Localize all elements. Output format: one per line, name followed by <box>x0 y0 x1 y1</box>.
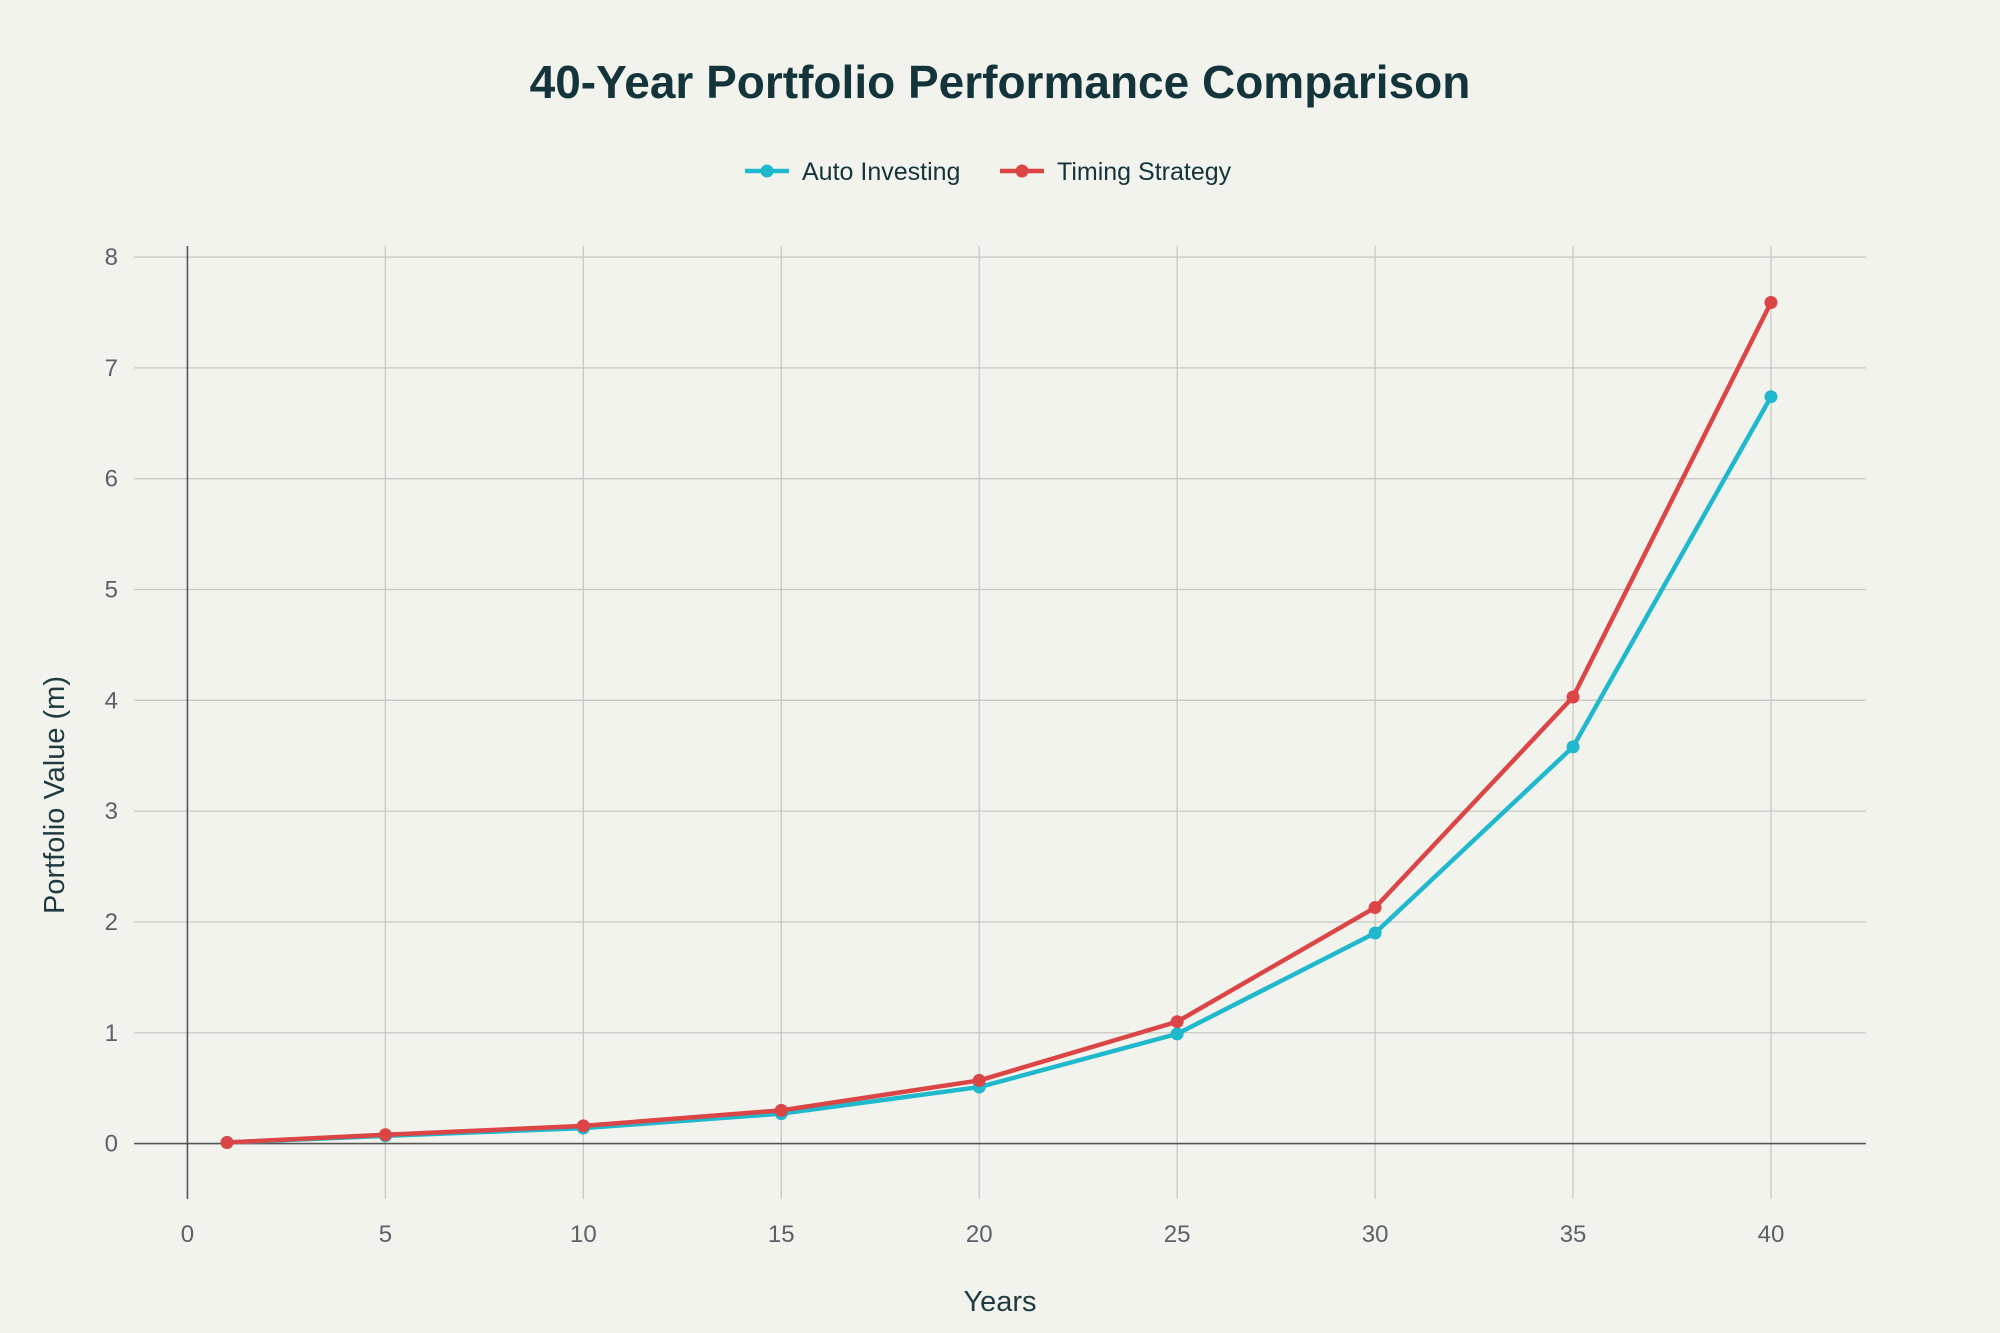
x-tick-label: 30 <box>1362 1221 1389 1248</box>
data-point <box>378 1128 392 1142</box>
series-group <box>220 296 1778 1149</box>
grid <box>134 246 1866 1199</box>
y-tick-label: 6 <box>105 466 118 493</box>
chart-title: 40-Year Portfolio Performance Comparison <box>530 56 1471 108</box>
y-tick-label: 7 <box>105 355 118 382</box>
legend-label: Auto Investing <box>802 158 960 186</box>
y-tick-label: 3 <box>105 798 118 825</box>
x-tick-label: 35 <box>1560 1221 1587 1248</box>
data-point <box>1170 1015 1184 1029</box>
y-tick-label: 1 <box>105 1020 118 1047</box>
y-tick-label: 0 <box>105 1131 118 1158</box>
series-line-1 <box>226 301 1773 1145</box>
axes: 0 5 10 15 20 25 30 35 40 0 1 2 3 4 5 6 7 8 <box>105 244 1866 1248</box>
legend: Auto Investing Timing Strategy <box>745 158 1232 186</box>
y-axis-title: Portfolio Value (m) <box>39 676 71 914</box>
x-tick-label: 0 <box>181 1221 194 1248</box>
data-point <box>576 1119 590 1133</box>
data-point <box>1764 390 1778 404</box>
y-tick-label: 8 <box>105 244 118 271</box>
data-point <box>774 1103 788 1117</box>
data-point <box>1764 296 1778 310</box>
x-tick-label: 25 <box>1164 1221 1191 1248</box>
data-point <box>1566 740 1580 754</box>
data-point <box>1566 690 1580 704</box>
data-point <box>972 1073 986 1087</box>
x-tick-label: 20 <box>966 1221 993 1248</box>
y-tick-label: 2 <box>105 909 118 936</box>
x-tick-label: 15 <box>768 1221 795 1248</box>
x-tick-label: 5 <box>379 1221 392 1248</box>
y-tick-label: 5 <box>105 577 118 604</box>
y-tick-label: 4 <box>105 687 118 714</box>
data-point <box>220 1135 234 1149</box>
legend-marker-icon <box>760 164 774 178</box>
data-point <box>1170 1027 1184 1041</box>
data-point <box>1368 926 1382 940</box>
x-tick-label: 10 <box>570 1221 597 1248</box>
x-axis-title: Years <box>963 1286 1036 1318</box>
series-line-0 <box>226 395 1773 1145</box>
legend-label: Timing Strategy <box>1057 158 1232 186</box>
x-tick-label: 40 <box>1758 1221 1785 1248</box>
data-point <box>1368 901 1382 915</box>
legend-marker-icon <box>1015 164 1029 178</box>
